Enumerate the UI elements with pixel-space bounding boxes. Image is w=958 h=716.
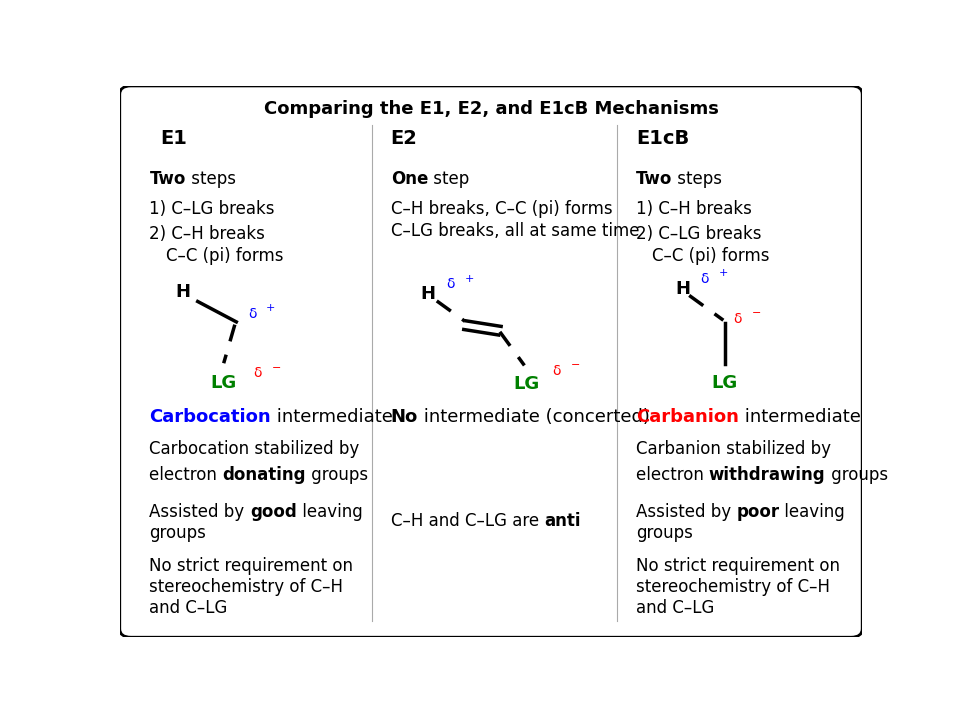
Text: No strict requirement on: No strict requirement on bbox=[149, 557, 354, 575]
Text: LG: LG bbox=[513, 374, 539, 393]
Text: +: + bbox=[718, 268, 728, 279]
Text: Assisted by: Assisted by bbox=[636, 503, 736, 521]
Text: and C–LG: and C–LG bbox=[149, 599, 228, 616]
Text: No strict requirement on: No strict requirement on bbox=[636, 557, 840, 575]
Text: C–H breaks, C–C (pi) forms: C–H breaks, C–C (pi) forms bbox=[391, 200, 612, 218]
Text: Assisted by: Assisted by bbox=[149, 503, 250, 521]
Text: No: No bbox=[391, 408, 418, 427]
Text: Two: Two bbox=[636, 170, 673, 188]
Text: poor: poor bbox=[736, 503, 779, 521]
Text: C–LG breaks, all at same time: C–LG breaks, all at same time bbox=[391, 222, 639, 240]
Text: δ: δ bbox=[553, 364, 561, 378]
Text: Carbanion: Carbanion bbox=[636, 408, 739, 427]
Text: 2) C–LG breaks: 2) C–LG breaks bbox=[636, 225, 762, 243]
Text: 2) C–H breaks: 2) C–H breaks bbox=[149, 225, 265, 243]
Text: δ: δ bbox=[253, 366, 262, 380]
Text: and C–LG: and C–LG bbox=[636, 599, 714, 616]
Text: stereochemistry of C–H: stereochemistry of C–H bbox=[149, 578, 344, 596]
Text: steps: steps bbox=[186, 170, 236, 188]
Text: C–H and C–LG are: C–H and C–LG are bbox=[391, 511, 544, 530]
Text: +: + bbox=[465, 274, 474, 284]
Text: −: − bbox=[272, 362, 282, 372]
Text: H: H bbox=[675, 280, 690, 298]
Text: stereochemistry of C–H: stereochemistry of C–H bbox=[636, 578, 830, 596]
Text: H: H bbox=[421, 285, 435, 303]
Text: leaving: leaving bbox=[779, 503, 845, 521]
Text: withdrawing: withdrawing bbox=[709, 466, 826, 484]
Text: −: − bbox=[752, 308, 761, 318]
Text: groups: groups bbox=[826, 466, 888, 484]
Text: 1) C–H breaks: 1) C–H breaks bbox=[636, 200, 752, 218]
Text: intermediate: intermediate bbox=[271, 408, 393, 427]
Text: +: + bbox=[266, 303, 275, 313]
Text: LG: LG bbox=[211, 374, 237, 392]
Text: δ: δ bbox=[446, 277, 455, 291]
Text: intermediate (concerted): intermediate (concerted) bbox=[418, 408, 650, 427]
Text: Carbocation stabilized by: Carbocation stabilized by bbox=[149, 440, 359, 458]
Text: E1: E1 bbox=[161, 129, 188, 147]
FancyBboxPatch shape bbox=[120, 86, 862, 637]
Text: E1cB: E1cB bbox=[636, 129, 689, 147]
Text: δ: δ bbox=[733, 311, 741, 326]
Text: Carbanion stabilized by: Carbanion stabilized by bbox=[636, 440, 831, 458]
Text: steps: steps bbox=[673, 170, 722, 188]
Text: leaving: leaving bbox=[297, 503, 362, 521]
Text: δ: δ bbox=[248, 306, 257, 321]
Text: Carbocation: Carbocation bbox=[149, 408, 271, 427]
Text: Two: Two bbox=[149, 170, 186, 188]
Text: C–C (pi) forms: C–C (pi) forms bbox=[652, 247, 769, 265]
Text: Comparing the E1, E2, and E1cB Mechanisms: Comparing the E1, E2, and E1cB Mechanism… bbox=[263, 100, 718, 118]
Text: groups: groups bbox=[149, 524, 206, 542]
Text: LG: LG bbox=[712, 374, 738, 392]
Text: 1) C–LG breaks: 1) C–LG breaks bbox=[149, 200, 275, 218]
Text: One: One bbox=[391, 170, 428, 188]
Text: H: H bbox=[175, 283, 191, 301]
Text: C–C (pi) forms: C–C (pi) forms bbox=[166, 247, 284, 265]
Text: donating: donating bbox=[222, 466, 306, 484]
Text: E2: E2 bbox=[391, 129, 418, 147]
Text: groups: groups bbox=[636, 524, 693, 542]
Text: −: − bbox=[571, 360, 581, 370]
Text: groups: groups bbox=[306, 466, 368, 484]
Text: δ: δ bbox=[700, 272, 709, 286]
Text: anti: anti bbox=[544, 511, 581, 530]
Text: electron: electron bbox=[636, 466, 709, 484]
Text: intermediate: intermediate bbox=[739, 408, 860, 427]
Text: step: step bbox=[428, 170, 469, 188]
Text: good: good bbox=[250, 503, 297, 521]
Text: electron: electron bbox=[149, 466, 222, 484]
